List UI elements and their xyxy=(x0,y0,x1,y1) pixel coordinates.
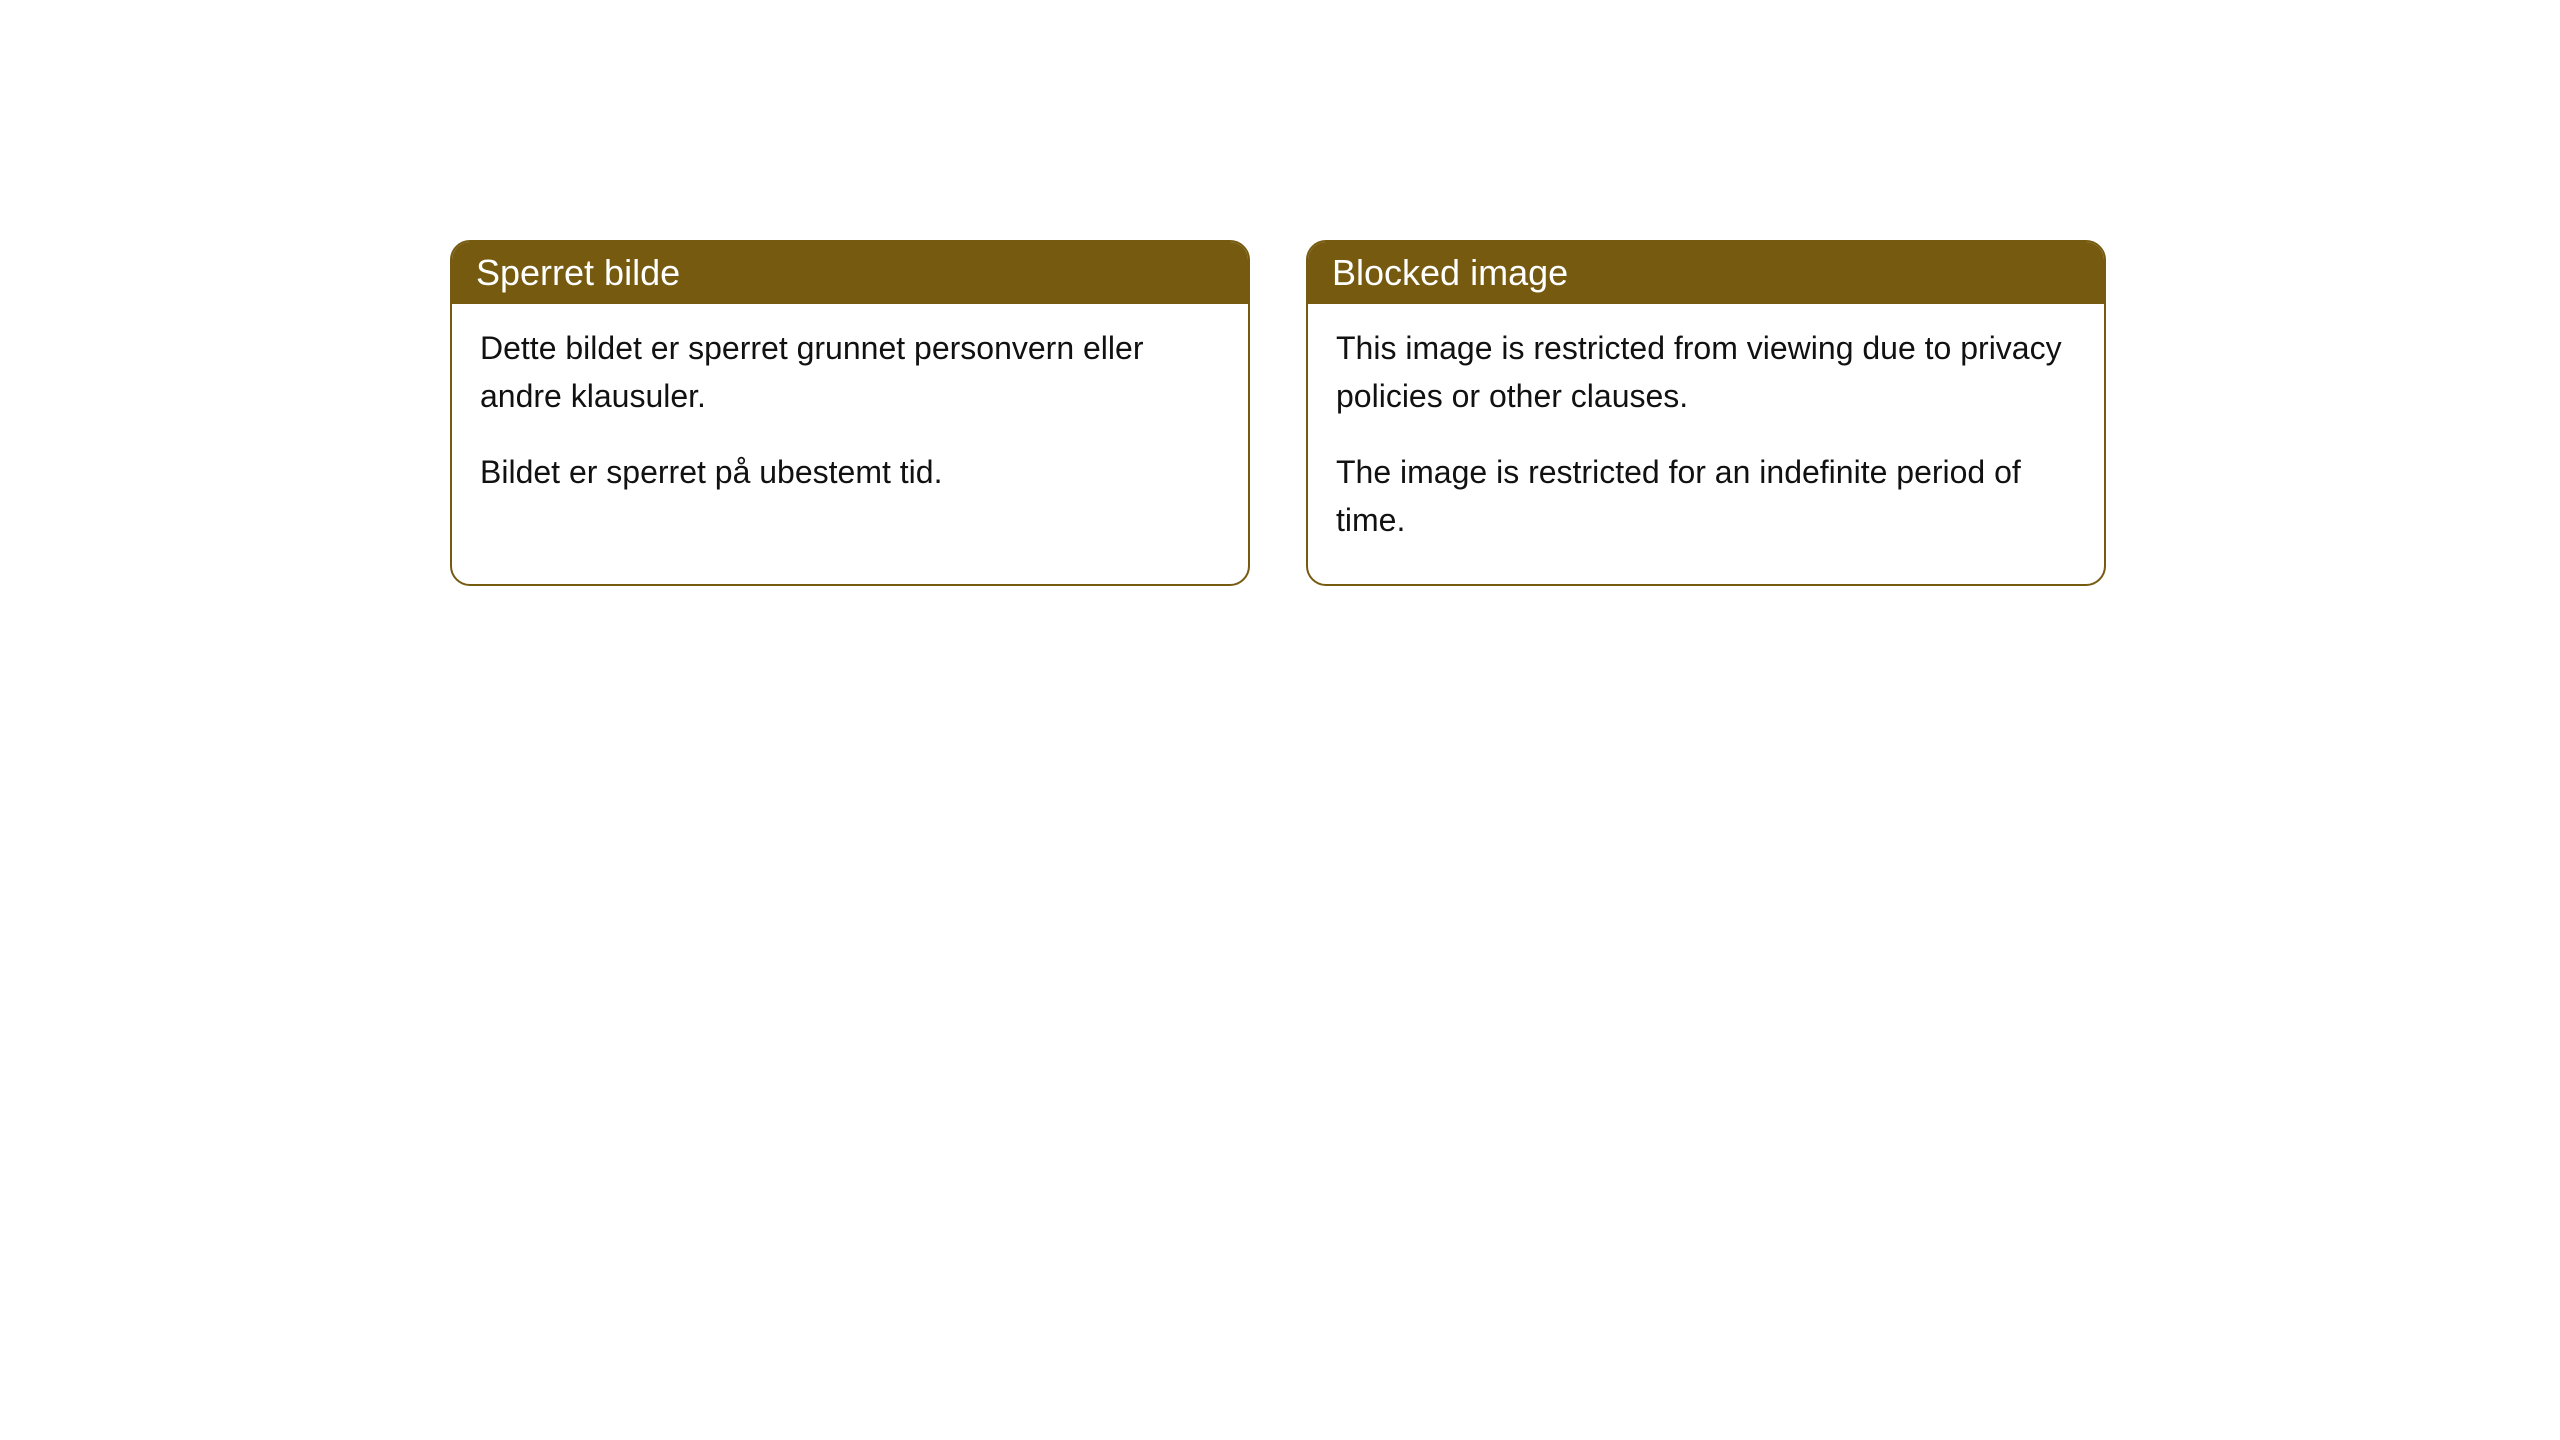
card-body-norwegian: Dette bildet er sperret grunnet personve… xyxy=(452,304,1248,536)
card-header-english: Blocked image xyxy=(1308,242,2104,304)
notice-card-english: Blocked image This image is restricted f… xyxy=(1306,240,2106,586)
card-header-norwegian: Sperret bilde xyxy=(452,242,1248,304)
notice-cards-container: Sperret bilde Dette bildet er sperret gr… xyxy=(450,240,2106,586)
card-text-english-1: This image is restricted from viewing du… xyxy=(1336,324,2076,420)
notice-card-norwegian: Sperret bilde Dette bildet er sperret gr… xyxy=(450,240,1250,586)
card-text-norwegian-1: Dette bildet er sperret grunnet personve… xyxy=(480,324,1220,420)
card-body-english: This image is restricted from viewing du… xyxy=(1308,304,2104,584)
card-text-english-2: The image is restricted for an indefinit… xyxy=(1336,448,2076,544)
card-text-norwegian-2: Bildet er sperret på ubestemt tid. xyxy=(480,448,1220,496)
